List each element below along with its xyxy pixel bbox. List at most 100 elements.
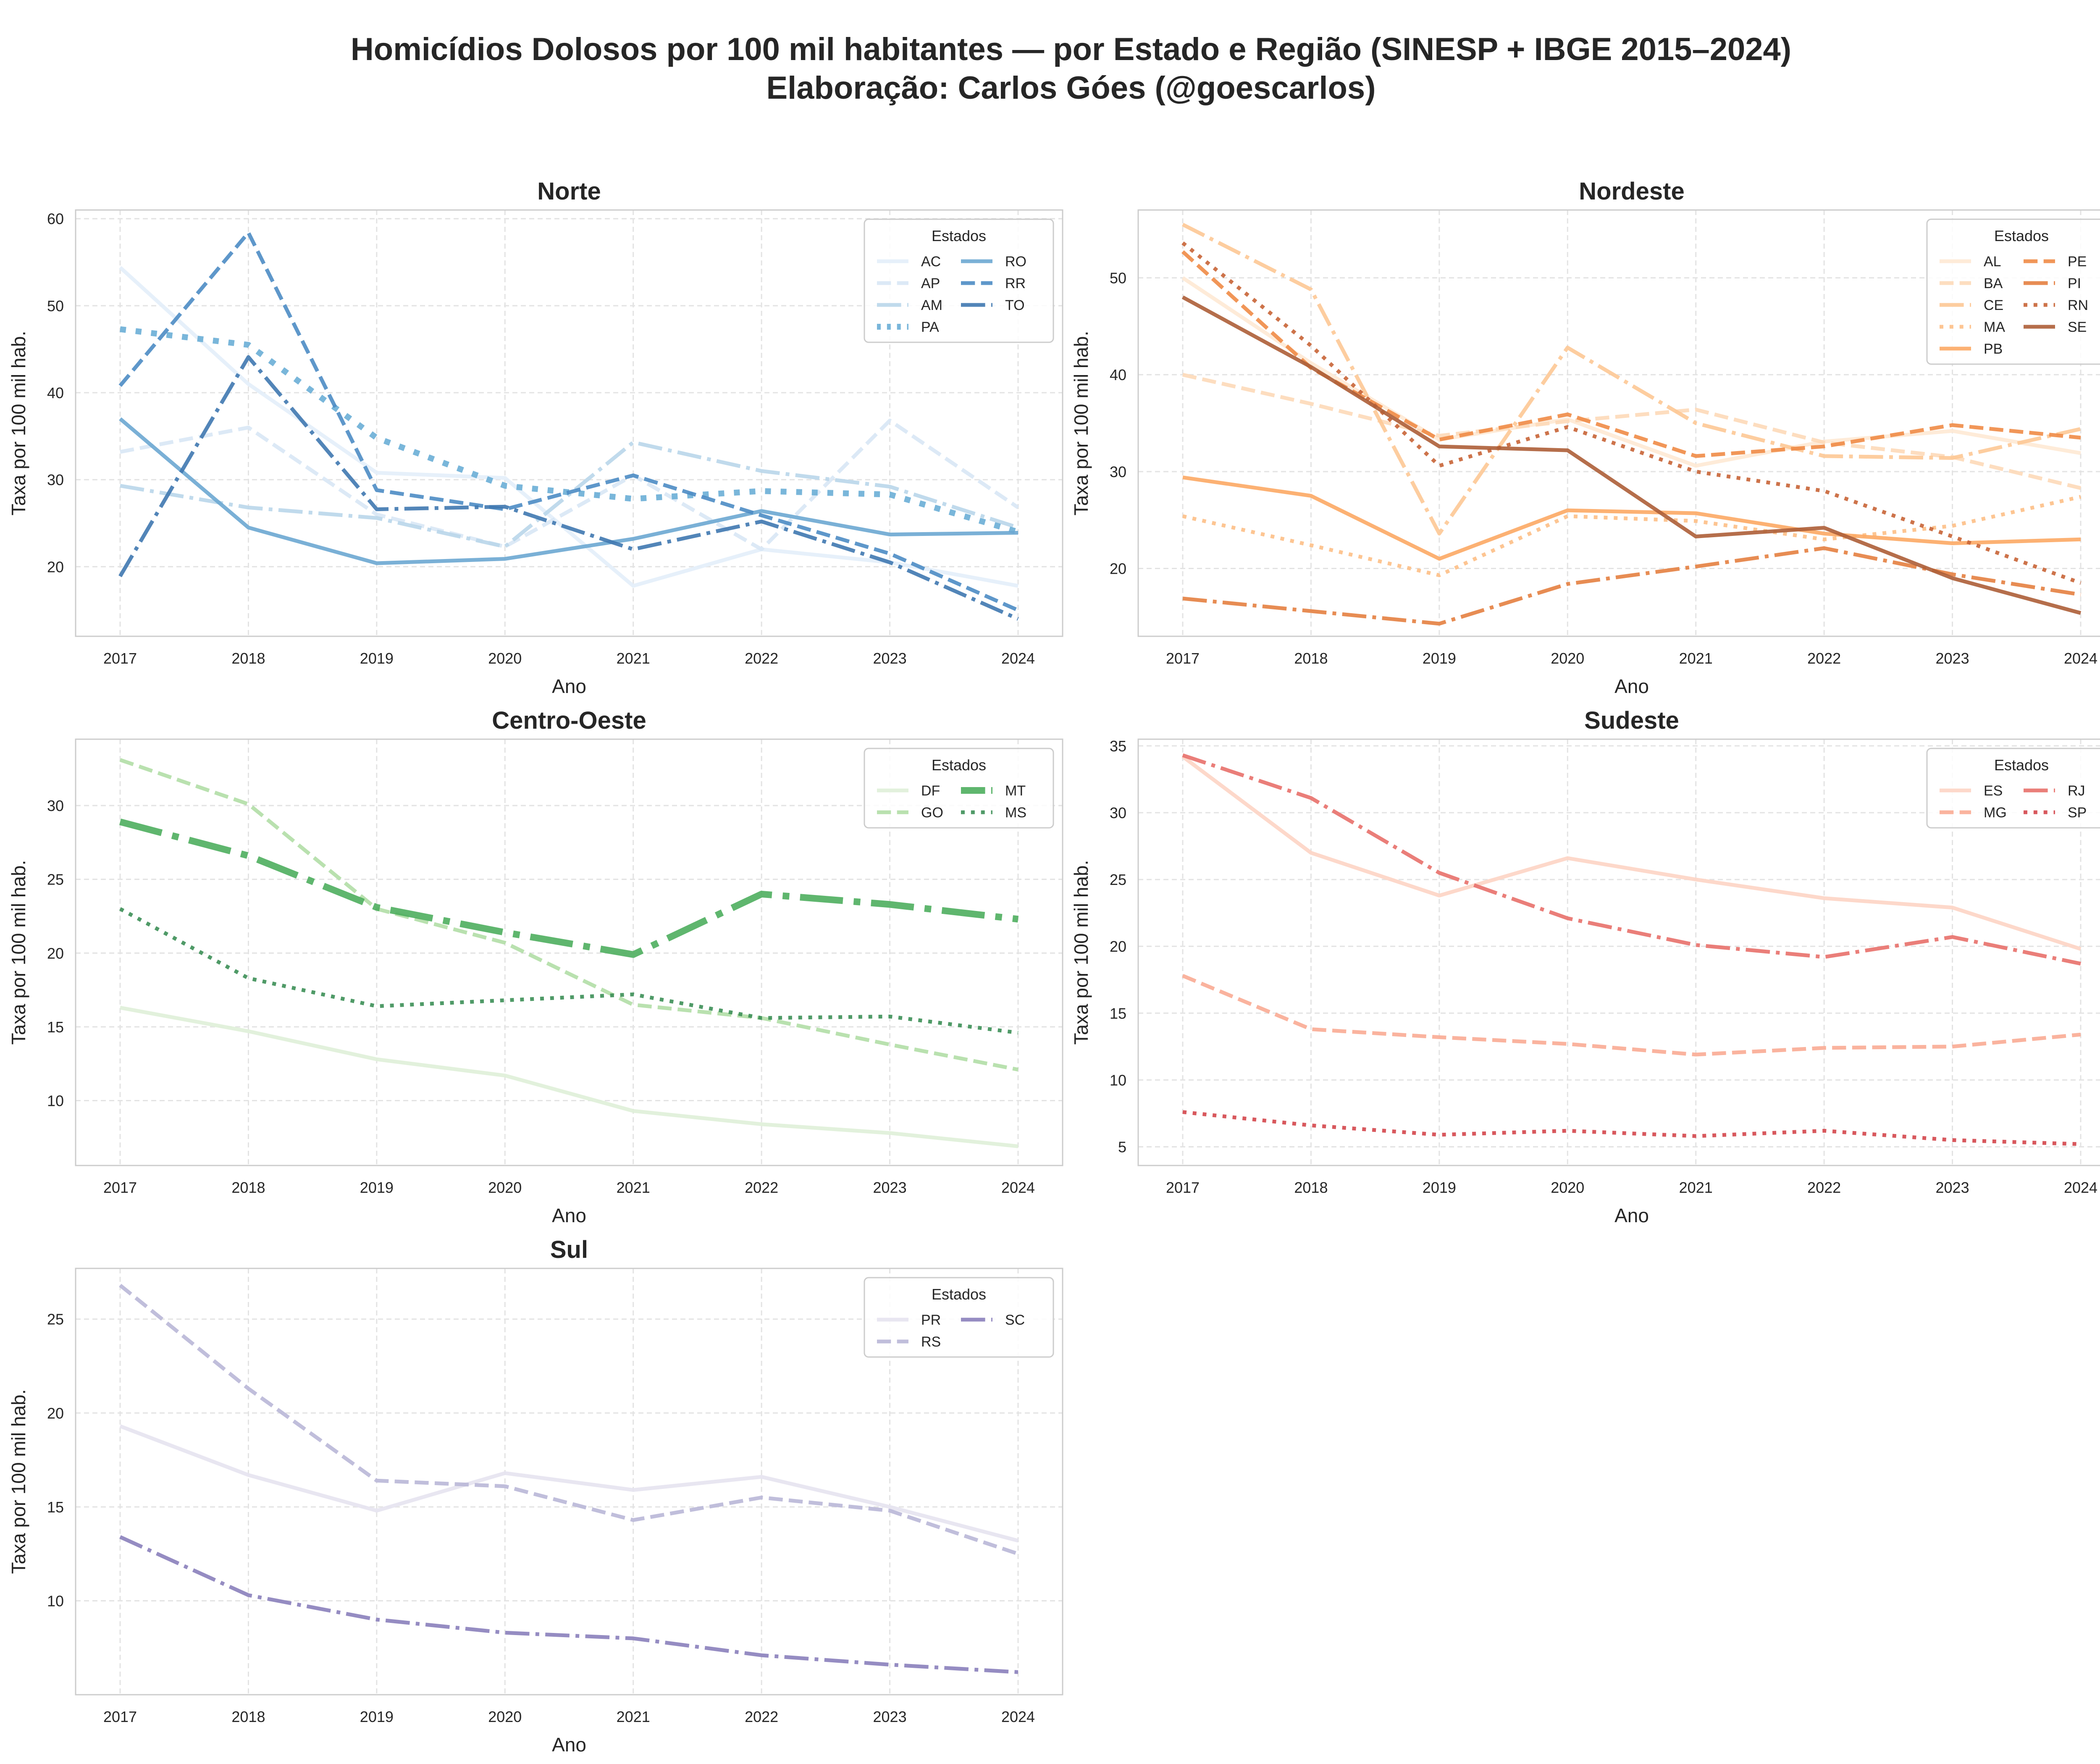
- x-tick-label: 2022: [1807, 650, 1841, 667]
- y-tick-label: 25: [47, 1311, 64, 1328]
- series-line-ms: [119, 907, 1018, 1035]
- panel-title: Nordeste: [1579, 178, 1684, 205]
- legend-label: MG: [1984, 805, 2007, 821]
- series-line-rr: [118, 231, 1019, 612]
- plot-frame: [75, 738, 1063, 1166]
- series-line-ce: [1181, 223, 2081, 536]
- legend-label: AC: [921, 254, 941, 270]
- x-tick-label: 2017: [103, 650, 137, 667]
- panel-title: Centro-Oeste: [492, 707, 646, 734]
- series-line-rs: [119, 1284, 1019, 1556]
- x-tick-label: 2018: [1294, 650, 1328, 667]
- x-tick-label: 2024: [2064, 1179, 2097, 1196]
- y-tick-label: 25: [47, 871, 64, 888]
- x-tick-label: 2017: [103, 1179, 137, 1196]
- y-tick-label: 30: [47, 471, 64, 488]
- x-tick-label: 2018: [231, 650, 265, 667]
- legend-label: PA: [921, 319, 939, 335]
- legend-title: Estados: [1994, 756, 2049, 774]
- series-line-ba: [1182, 373, 2082, 490]
- legend-label: SE: [2068, 319, 2087, 335]
- series-line-ma: [1182, 495, 2081, 578]
- x-tick-label: 2023: [873, 1708, 907, 1725]
- x-tick-label: 2017: [103, 1708, 137, 1725]
- y-tick-label: 10: [47, 1092, 64, 1109]
- series-line-ac: [118, 266, 1018, 588]
- y-tick-label: 60: [47, 210, 64, 228]
- legend: Estados PR RS SC: [864, 1277, 1054, 1358]
- x-tick-label: 2022: [745, 1708, 778, 1725]
- plot-frame: [1137, 738, 2100, 1166]
- series-line-pe: [1181, 250, 2081, 458]
- y-tick-label: 10: [1110, 1071, 1126, 1089]
- x-tick-label: 2023: [1936, 650, 1969, 667]
- y-axis-label: Taxa por 100 mil hab.: [1070, 331, 1092, 516]
- x-axis-label: Ano: [552, 1734, 586, 1756]
- x-tick-label: 2024: [1001, 1179, 1035, 1196]
- series-line-to: [118, 355, 1019, 621]
- legend-label: SC: [1005, 1312, 1025, 1328]
- x-tick-label: 2019: [360, 1179, 394, 1196]
- x-axis-label: Ano: [552, 1205, 586, 1226]
- legend: Estados DF GO MT MS: [864, 748, 1054, 829]
- panel-nordeste: 2017 2018 2019 2020 2021 2022 2023 2024 20 30 40 50…: [1070, 178, 2100, 697]
- legend-title: Estados: [932, 1286, 986, 1303]
- series-line-ap: [120, 418, 1019, 551]
- series-line-sc: [119, 1535, 1018, 1674]
- x-tick-label: 2017: [1166, 650, 1200, 667]
- y-axis-label: Taxa por 100 mil hab.: [8, 1389, 29, 1574]
- legend-label: SP: [2068, 805, 2087, 821]
- plot-frame: [75, 209, 1063, 637]
- y-tick-label: 15: [47, 1499, 64, 1516]
- legend-label: BA: [1984, 276, 2003, 291]
- y-tick-label: 20: [1110, 560, 1126, 578]
- series-line-pr: [119, 1424, 1019, 1543]
- y-tick-label: 30: [47, 797, 64, 814]
- series-line-rn: [1181, 241, 2082, 585]
- legend-title: Estados: [932, 227, 986, 244]
- x-tick-label: 2022: [745, 650, 778, 667]
- x-tick-label: 2020: [1551, 650, 1584, 667]
- series-line-mg: [1182, 974, 2081, 1057]
- legend-label: MA: [1984, 319, 2005, 335]
- legend: Estados AC AP AM PA RO RR TO: [864, 218, 1054, 343]
- legend-label: RJ: [2068, 783, 2085, 799]
- y-tick-label: 15: [47, 1018, 64, 1036]
- x-tick-label: 2021: [617, 1179, 650, 1196]
- x-tick-label: 2023: [873, 1179, 907, 1196]
- legend-title: Estados: [932, 756, 986, 774]
- panel-title: Sudeste: [1584, 707, 1679, 734]
- legend-box: [864, 748, 1054, 829]
- y-tick-label: 40: [1110, 366, 1126, 383]
- x-tick-label: 2021: [1679, 650, 1713, 667]
- legend-label: CE: [1984, 297, 2003, 313]
- x-tick-label: 2021: [1679, 1179, 1713, 1196]
- legend: Estados ES MG RJ SP: [1926, 748, 2100, 829]
- legend-label: RN: [2068, 297, 2088, 313]
- x-tick-label: 2023: [873, 650, 907, 667]
- panel-sul: 2017 2018 2019 2020 2021 2022 2023 2024 10 15 20 25…: [8, 1236, 1063, 1756]
- x-tick-label: 2020: [1551, 1179, 1584, 1196]
- legend-label: DF: [921, 783, 940, 799]
- panel-norte: 2017 2018 2019 2020 2021 2022 2023 2024 20 30 40 50…: [8, 178, 1063, 697]
- legend-label: RS: [921, 1334, 941, 1350]
- x-tick-label: 2019: [360, 1708, 394, 1725]
- series-line-pi: [1182, 546, 2081, 626]
- y-tick-label: 50: [1110, 269, 1126, 286]
- series-line-al: [1181, 276, 2081, 468]
- x-tick-label: 2024: [2064, 650, 2097, 667]
- legend-label: PR: [921, 1312, 941, 1328]
- series-line-es: [1181, 755, 2082, 951]
- x-tick-label: 2017: [1166, 1179, 1200, 1196]
- x-tick-label: 2020: [488, 1179, 522, 1196]
- y-tick-label: 30: [1110, 463, 1126, 480]
- legend-label: MT: [1005, 783, 1026, 799]
- panel-title: Sul: [550, 1236, 588, 1263]
- series-line-rj: [1182, 753, 2081, 966]
- legend-label: RR: [1005, 276, 1026, 291]
- y-tick-label: 50: [47, 297, 64, 315]
- legend-box: [864, 218, 1054, 343]
- x-tick-label: 2020: [488, 1708, 522, 1725]
- x-tick-label: 2021: [617, 650, 650, 667]
